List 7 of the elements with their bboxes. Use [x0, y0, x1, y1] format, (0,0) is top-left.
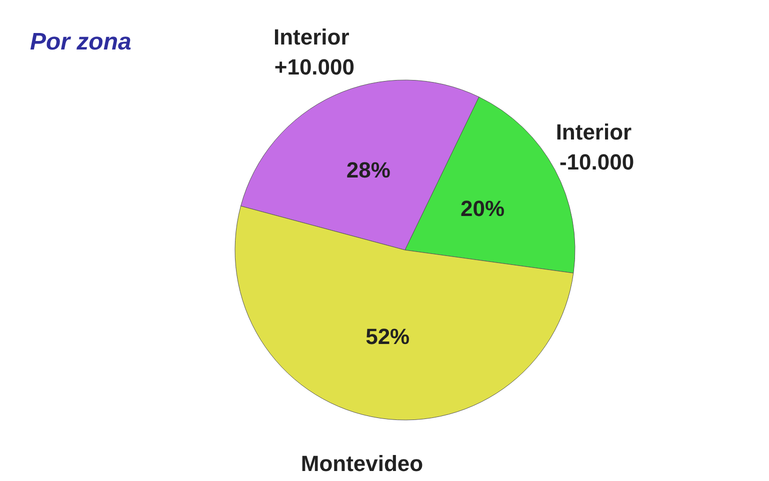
slice-label: Interior +10.000: [273, 24, 356, 80]
chart-title: Por zona: [30, 28, 132, 56]
data-label: 52%: [366, 324, 410, 349]
data-label: 28%: [346, 157, 390, 182]
data-label: 20%: [460, 196, 505, 221]
slice-label: Interior -10.000: [556, 120, 638, 175]
slice-label: Montevideo: [300, 450, 424, 476]
